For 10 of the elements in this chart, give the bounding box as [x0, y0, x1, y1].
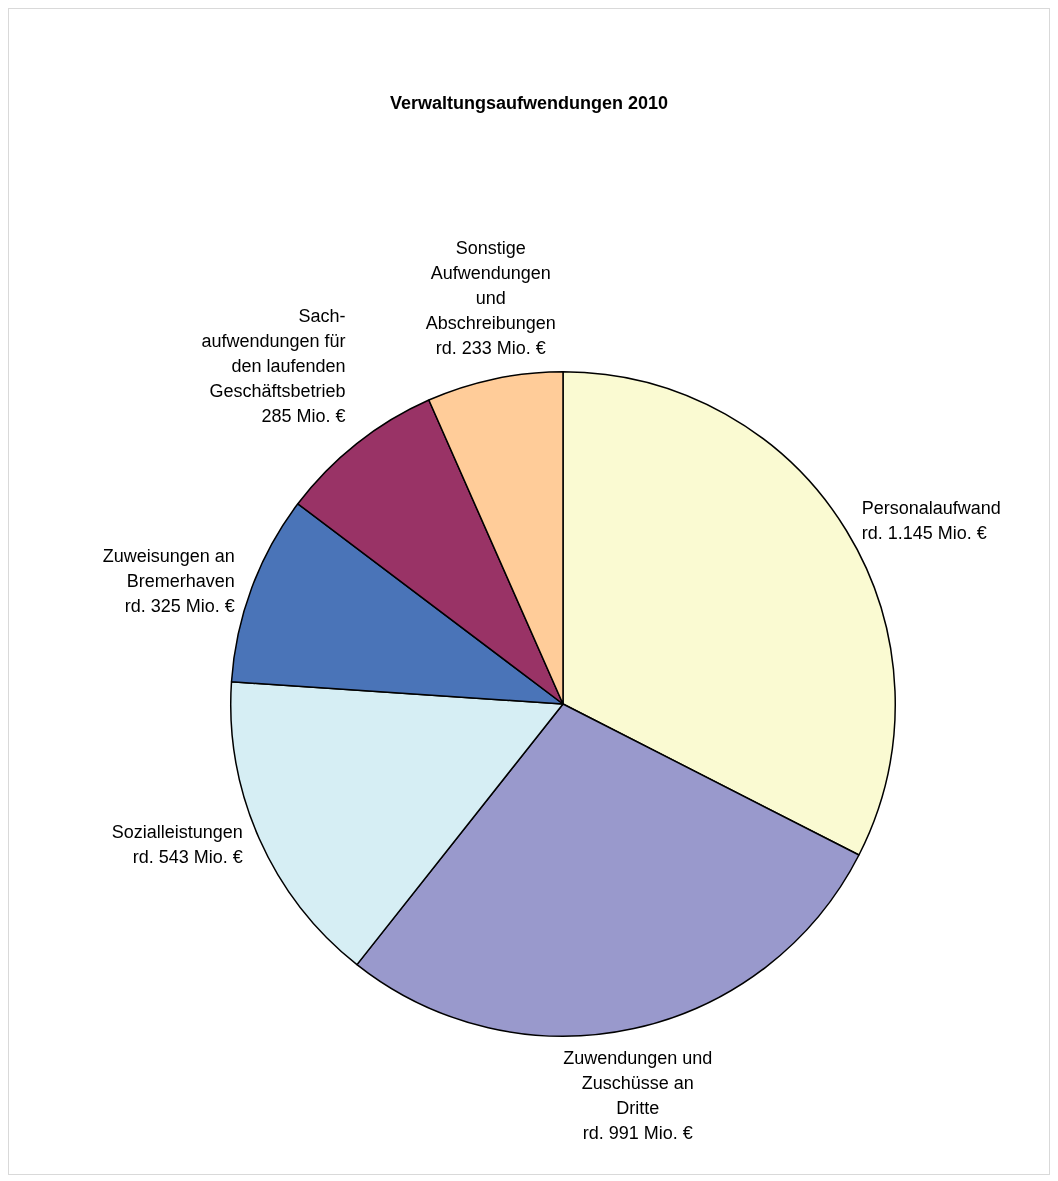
data-label: rd. 991 Mio. €: [582, 1122, 693, 1143]
slice-label: Sach- aufwendungen für den laufenden Geschäftsbetrieb: [201, 305, 346, 401]
slice-label: Sozialleistungen: [111, 822, 243, 843]
slice-label: Personalaufwand: [861, 497, 1001, 518]
data-label: 285 Mio. €: [261, 405, 346, 426]
chart-title: Verwaltungsaufwendungen 2010: [389, 92, 669, 113]
data-label: rd. 325 Mio. €: [124, 595, 235, 616]
data-label: rd. 543 Mio. €: [132, 847, 243, 868]
data-label: rd. 1.145 Mio. €: [861, 522, 987, 543]
data-label: rd. 233 Mio. €: [435, 337, 546, 358]
